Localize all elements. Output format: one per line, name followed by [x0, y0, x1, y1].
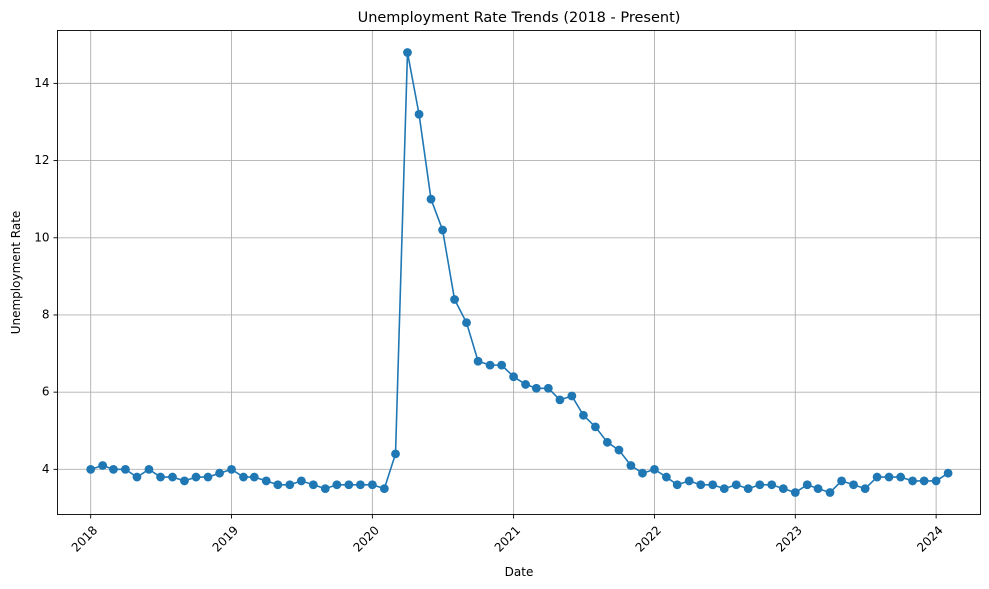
data-point — [239, 472, 248, 482]
data-point — [638, 468, 647, 478]
data-point — [696, 480, 706, 490]
data-point — [215, 468, 224, 478]
data-point — [86, 464, 96, 474]
data-point — [485, 360, 495, 370]
x-tick-label: 2020 — [350, 523, 381, 554]
data-point — [109, 464, 118, 474]
data-point — [180, 476, 189, 486]
data-point — [509, 372, 518, 382]
data-point — [531, 383, 541, 393]
data-point — [579, 410, 588, 420]
data-point — [555, 395, 565, 405]
data-point — [825, 488, 835, 497]
data-point — [896, 472, 906, 482]
data-point — [521, 380, 530, 389]
data-point — [743, 484, 753, 494]
x-axis: 2018 2019 2020 2021 2022 2023 2024 — [69, 514, 946, 555]
data-point — [719, 484, 729, 494]
data-point — [121, 464, 130, 474]
data-point — [837, 476, 846, 486]
data-point — [684, 476, 694, 486]
data-point — [872, 472, 882, 482]
data-point — [731, 480, 741, 490]
data-point — [203, 472, 213, 482]
x-tick-label: 2022 — [633, 523, 664, 554]
data-point — [414, 109, 424, 119]
grid-lines — [57, 30, 981, 515]
data-point — [767, 480, 777, 490]
plot-frame — [57, 30, 981, 515]
data-point — [273, 480, 283, 490]
x-axis-label: Date — [505, 565, 534, 579]
data-point — [391, 449, 400, 459]
data-point — [367, 480, 377, 490]
data-point — [438, 225, 447, 235]
data-point — [168, 472, 177, 482]
data-point — [344, 480, 354, 490]
data-point — [462, 318, 471, 328]
data-point — [332, 480, 342, 490]
y-axis: 4 6 8 10 12 14 — [34, 76, 58, 476]
data-point — [98, 461, 108, 470]
data-point — [567, 391, 577, 401]
data-point — [650, 464, 659, 474]
data-point — [802, 480, 812, 490]
chart-title: Unemployment Rate Trends (2018 - Present… — [358, 10, 681, 26]
data-point — [473, 356, 483, 366]
y-axis-label: Unemployment Rate — [9, 211, 23, 335]
data-point — [602, 437, 612, 447]
data-point — [672, 480, 682, 490]
data-point — [249, 472, 259, 482]
data-point — [356, 480, 365, 490]
data-series — [86, 48, 953, 497]
data-point — [227, 464, 236, 474]
data-point — [591, 422, 600, 432]
data-point — [908, 476, 917, 486]
data-point — [778, 484, 788, 494]
data-point — [849, 480, 858, 490]
data-point — [497, 360, 507, 370]
data-point — [403, 48, 412, 57]
x-tick-label: 2018 — [69, 523, 100, 554]
data-point — [156, 472, 165, 482]
data-point — [296, 476, 306, 486]
data-point — [943, 468, 953, 478]
y-tick-label: 4 — [42, 462, 50, 476]
x-tick-label: 2023 — [773, 523, 804, 554]
data-point — [931, 476, 941, 486]
data-point — [884, 472, 894, 482]
y-tick-label: 6 — [42, 385, 50, 399]
data-point — [543, 383, 553, 393]
data-point — [308, 480, 318, 490]
y-tick-label: 14 — [34, 76, 49, 90]
y-tick-label: 8 — [42, 307, 50, 321]
data-point — [379, 484, 389, 494]
data-point — [860, 484, 870, 494]
data-point — [662, 472, 671, 482]
y-tick-label: 12 — [34, 153, 49, 167]
data-point — [285, 480, 295, 490]
data-point — [320, 484, 330, 494]
data-point — [132, 472, 142, 482]
data-point — [813, 484, 823, 494]
data-point — [919, 476, 929, 486]
x-tick-label: 2019 — [210, 523, 241, 554]
data-point — [144, 464, 154, 474]
data-point — [708, 480, 718, 490]
data-point — [626, 461, 636, 470]
data-point — [261, 476, 271, 486]
data-point — [426, 194, 436, 204]
data-point — [755, 480, 765, 490]
data-point — [614, 445, 624, 455]
series-line — [90, 52, 949, 494]
data-point — [191, 472, 201, 482]
x-tick-label: 2024 — [914, 523, 945, 554]
y-tick-label: 10 — [34, 230, 49, 244]
data-point — [450, 295, 459, 304]
data-point — [790, 488, 800, 497]
x-tick-label: 2021 — [492, 523, 523, 554]
